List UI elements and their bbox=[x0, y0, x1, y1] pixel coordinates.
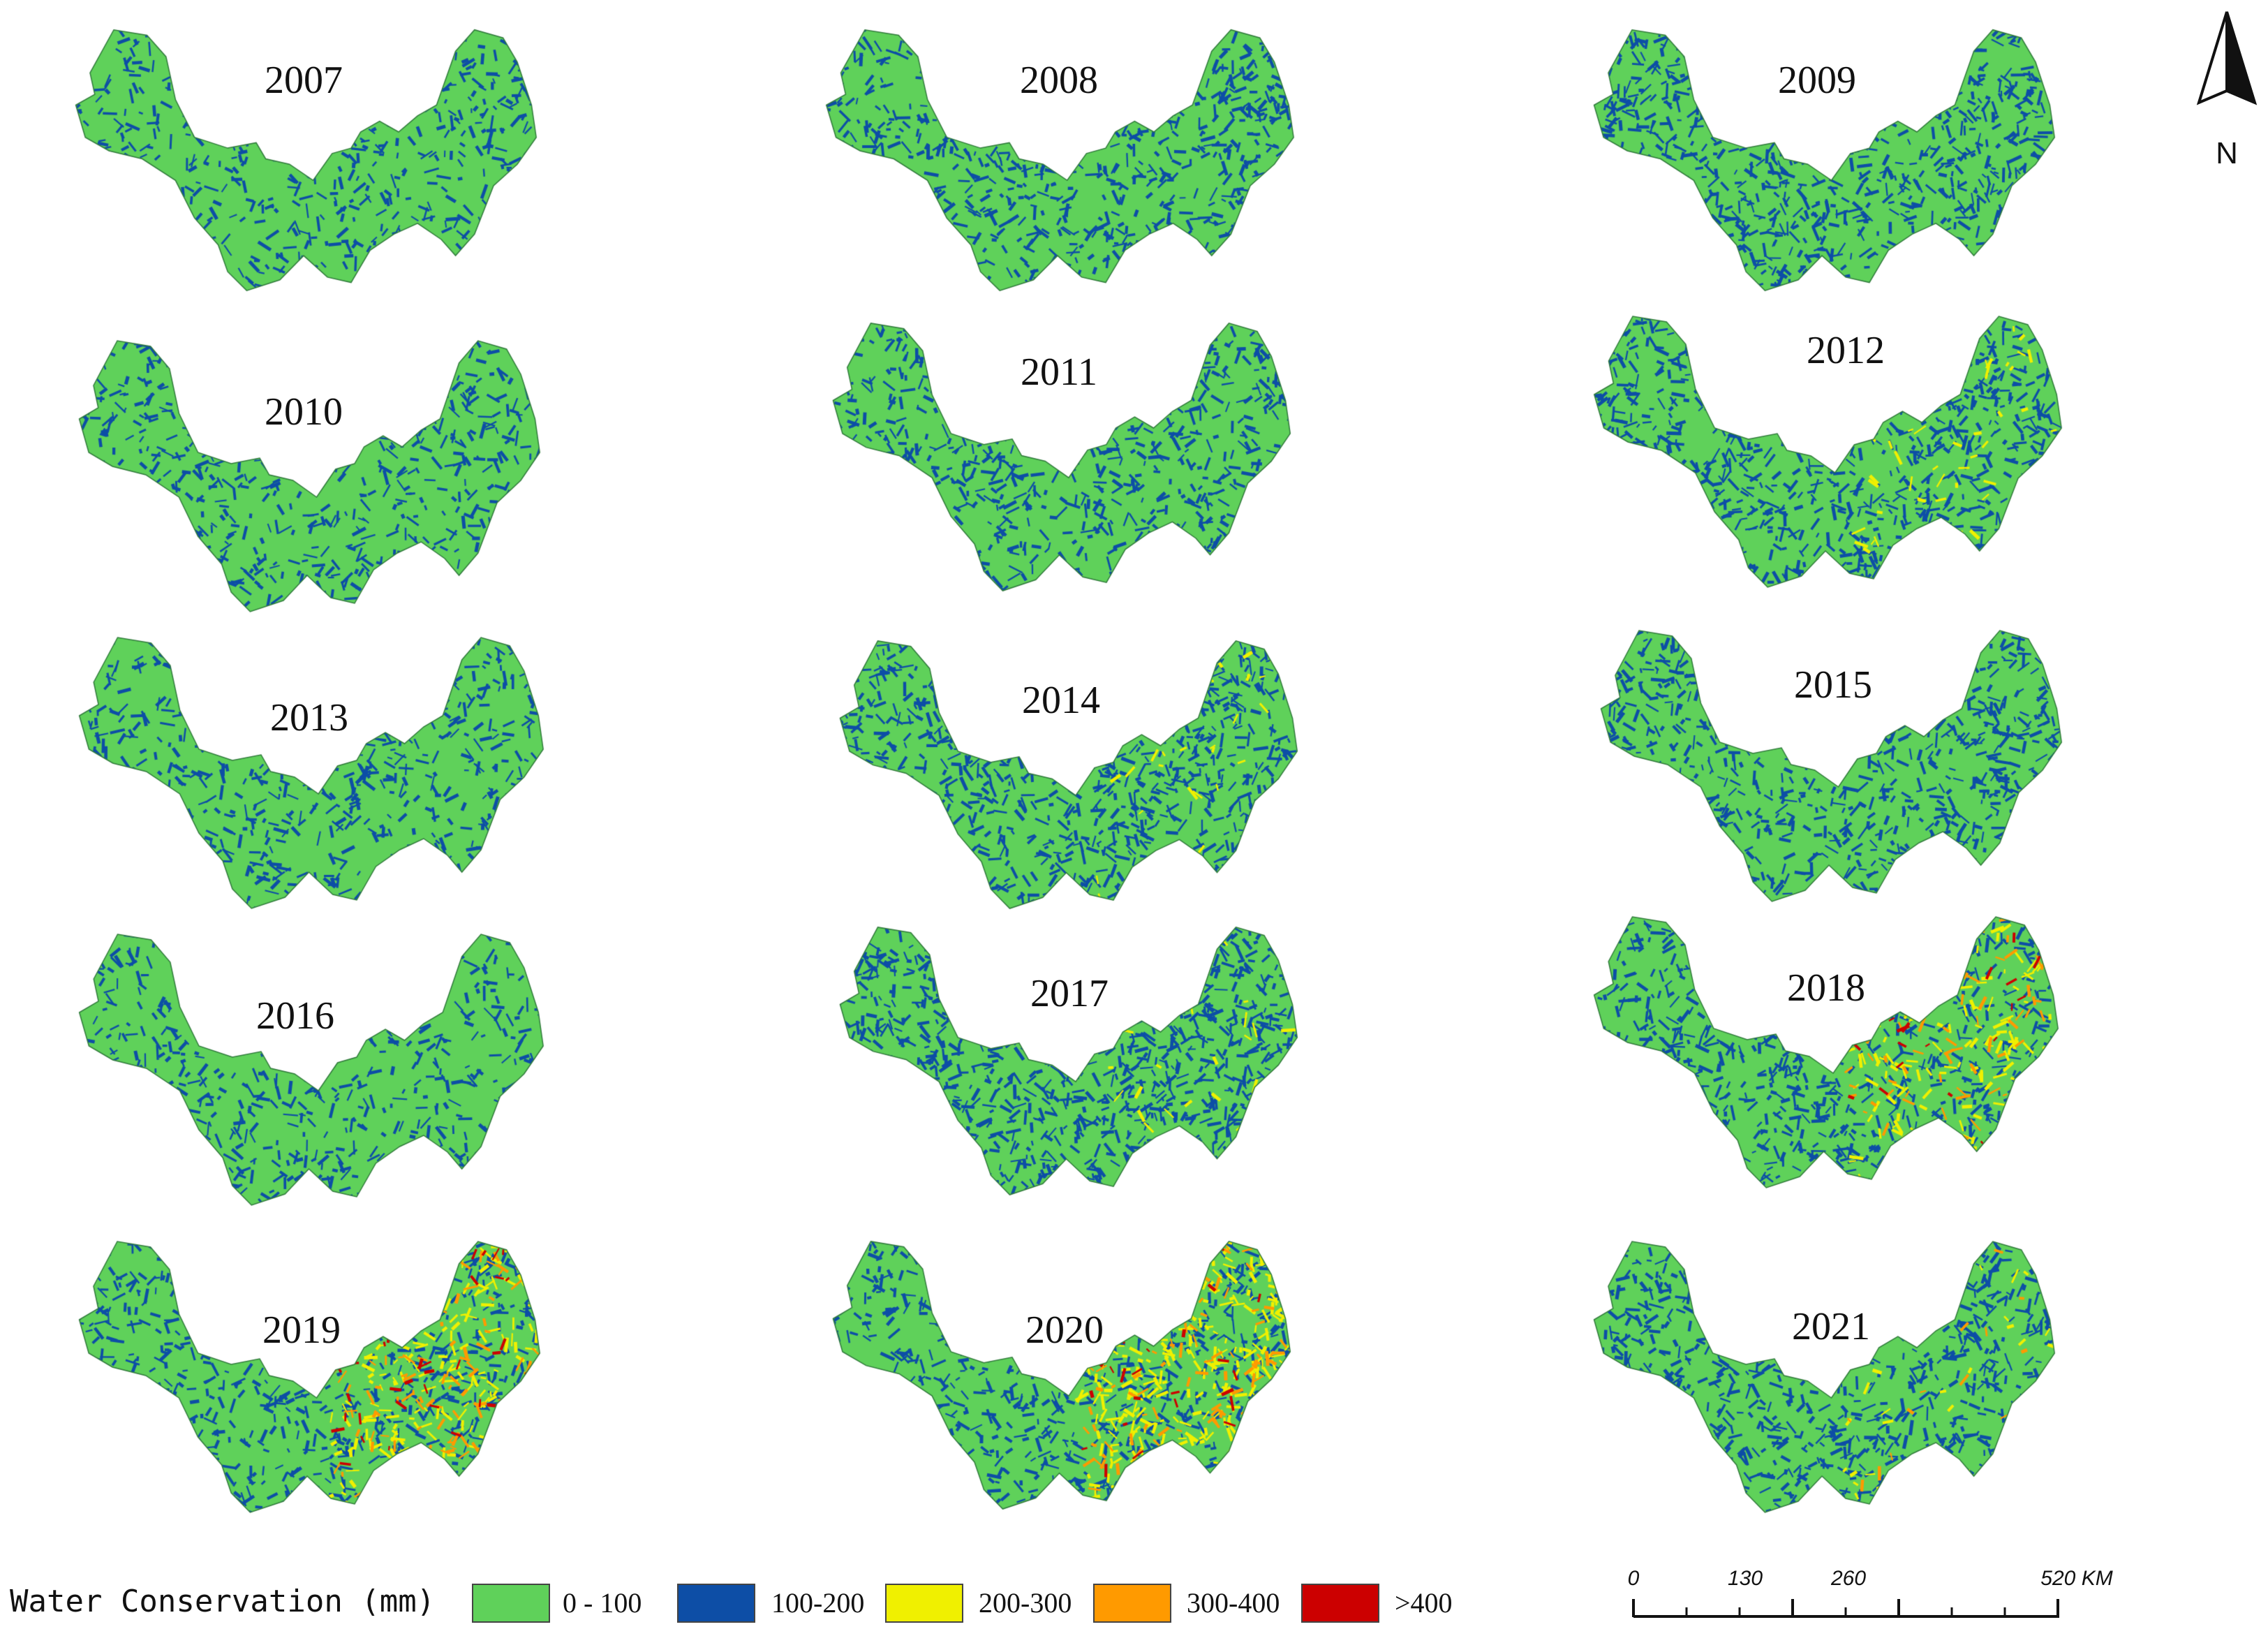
legend-swatch-0-100 bbox=[472, 1584, 550, 1623]
legend-swatch-200-300 bbox=[885, 1584, 963, 1623]
map-year-label-2021: 2021 bbox=[1792, 1305, 1870, 1348]
legend-label-300-400: 300-400 bbox=[1187, 1587, 1280, 1619]
north-arrow-icon bbox=[2196, 11, 2258, 105]
map-year-label-2011: 2011 bbox=[1021, 351, 1097, 394]
map-year-label-2012: 2012 bbox=[1807, 329, 1885, 372]
legend-label-0-100: 0 - 100 bbox=[563, 1587, 642, 1619]
north-label: N bbox=[2216, 136, 2238, 170]
map-year-label-2014: 2014 bbox=[1022, 679, 1100, 722]
map-year-label-2015: 2015 bbox=[1794, 663, 1872, 707]
scale-bar bbox=[1632, 1599, 2059, 1618]
map-year-label-2019: 2019 bbox=[262, 1309, 341, 1352]
legend-title: Water Conservation (mm) bbox=[10, 1584, 436, 1619]
map-year-label-2008: 2008 bbox=[1020, 59, 1098, 102]
scale-label-520: 520 KM bbox=[2040, 1567, 2113, 1590]
map-year-label-2020: 2020 bbox=[1025, 1309, 1104, 1352]
scale-label-0: 0 bbox=[1627, 1567, 1640, 1590]
map-year-label-2018: 2018 bbox=[1787, 966, 1865, 1010]
map-year-label-2009: 2009 bbox=[1778, 59, 1856, 102]
legend-label-200-300: 200-300 bbox=[979, 1587, 1072, 1619]
map-year-label-2010: 2010 bbox=[265, 390, 343, 434]
legend-label-100-200: 100-200 bbox=[771, 1587, 865, 1619]
scale-label-130: 130 bbox=[1727, 1567, 1763, 1590]
map-year-label-2017: 2017 bbox=[1030, 972, 1109, 1015]
map-year-label-2013: 2013 bbox=[270, 696, 348, 739]
map-year-label-2016: 2016 bbox=[256, 994, 334, 1038]
legend-label-over-400: >400 bbox=[1395, 1587, 1453, 1619]
legend-swatch-300-400 bbox=[1093, 1584, 1171, 1623]
scale-label-260: 260 bbox=[1830, 1567, 1867, 1590]
map-year-label-2007: 2007 bbox=[265, 59, 343, 102]
legend-swatch-100-200 bbox=[677, 1584, 755, 1623]
legend-swatch-over-400 bbox=[1301, 1584, 1379, 1623]
